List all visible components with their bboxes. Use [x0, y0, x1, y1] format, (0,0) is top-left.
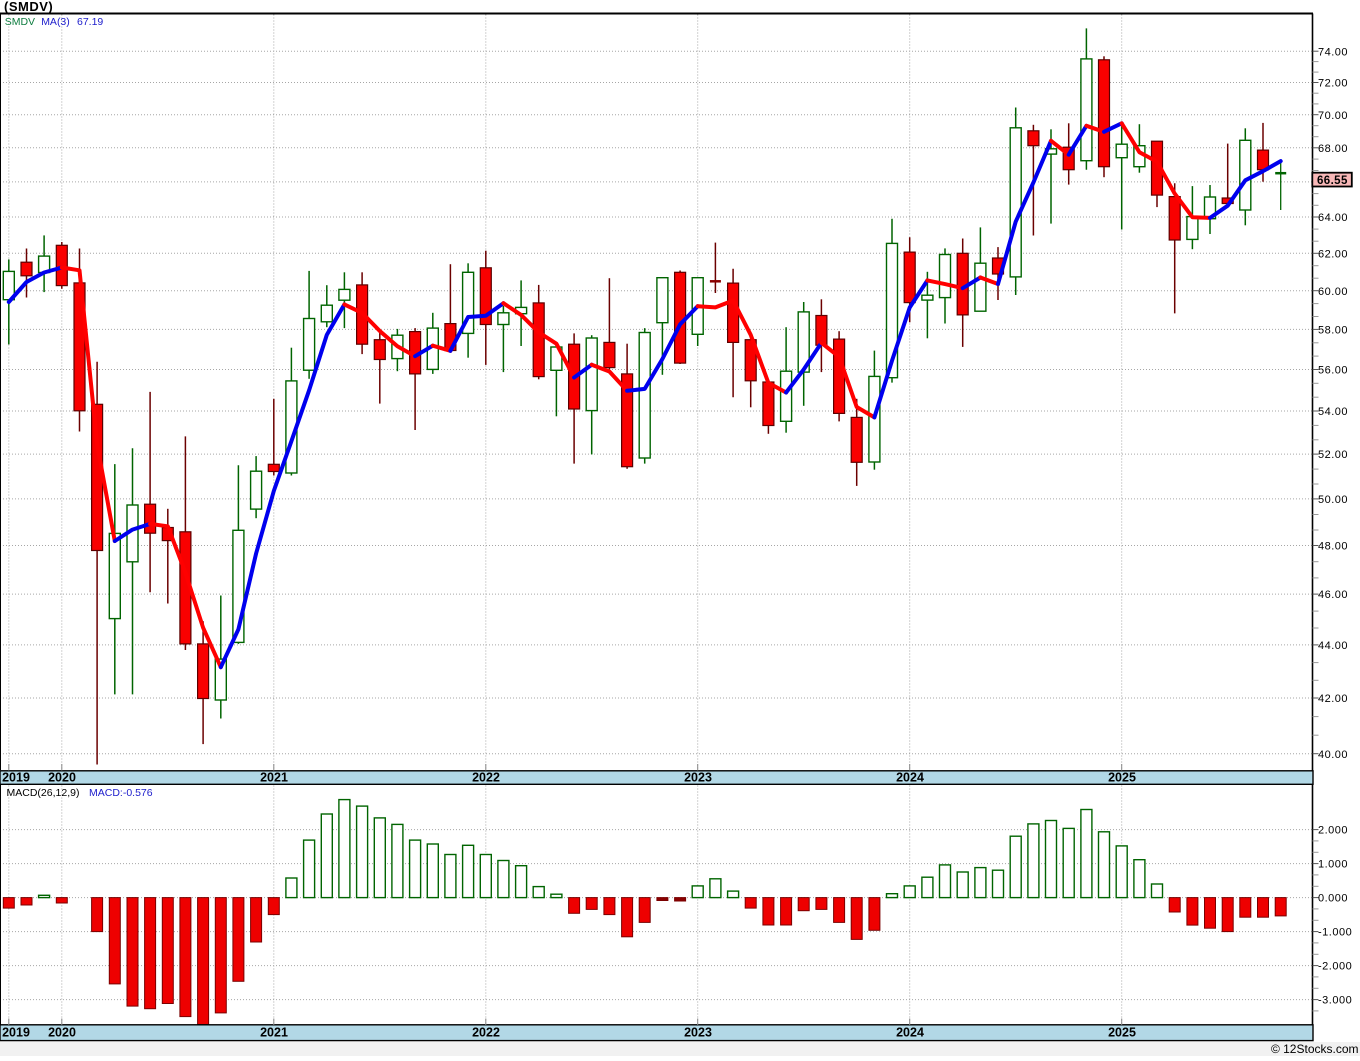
- svg-text:62.00: 62.00: [1318, 248, 1348, 260]
- svg-text:60.00: 60.00: [1318, 286, 1348, 298]
- svg-text:-1.000: -1.000: [1318, 927, 1352, 939]
- svg-text:2020: 2020: [48, 1025, 76, 1039]
- svg-text:(SMDV): (SMDV): [4, 0, 53, 14]
- svg-text:SMDV: SMDV: [5, 16, 35, 28]
- svg-text:74.00: 74.00: [1318, 46, 1348, 58]
- svg-text:2022: 2022: [472, 771, 500, 785]
- svg-text:2019: 2019: [2, 1025, 30, 1039]
- svg-text:40.00: 40.00: [1318, 749, 1348, 761]
- svg-text:42.00: 42.00: [1318, 693, 1348, 705]
- svg-text:MACD:-0.576: MACD:-0.576: [89, 787, 153, 799]
- svg-text:66.55: 66.55: [1317, 175, 1348, 187]
- svg-text:2023: 2023: [684, 771, 712, 785]
- svg-text:2.000: 2.000: [1318, 825, 1348, 837]
- svg-text:2025: 2025: [1108, 1025, 1136, 1039]
- svg-text:44.00: 44.00: [1318, 640, 1348, 652]
- svg-text:2020: 2020: [48, 771, 76, 785]
- svg-text:54.00: 54.00: [1318, 406, 1348, 418]
- svg-text:56.00: 56.00: [1318, 365, 1348, 377]
- svg-text:70.00: 70.00: [1318, 110, 1348, 122]
- svg-text:2023: 2023: [684, 1025, 712, 1039]
- svg-text:MACD(26,12,9): MACD(26,12,9): [7, 787, 80, 799]
- svg-text:-2.000: -2.000: [1318, 961, 1352, 973]
- svg-text:72.00: 72.00: [1318, 78, 1348, 90]
- svg-text:2021: 2021: [260, 1025, 288, 1039]
- svg-text:64.00: 64.00: [1318, 212, 1348, 224]
- svg-text:0.000: 0.000: [1318, 893, 1348, 905]
- svg-text:58.00: 58.00: [1318, 325, 1348, 337]
- svg-text:52.00: 52.00: [1318, 449, 1348, 461]
- svg-text:2021: 2021: [260, 771, 288, 785]
- svg-text:MA(3): MA(3): [41, 16, 70, 28]
- svg-text:50.00: 50.00: [1318, 494, 1348, 506]
- svg-text:2025: 2025: [1108, 771, 1136, 785]
- svg-text:67.19: 67.19: [77, 16, 103, 28]
- svg-text:-3.000: -3.000: [1318, 995, 1352, 1007]
- svg-text:48.00: 48.00: [1318, 541, 1348, 553]
- svg-text:2019: 2019: [2, 771, 30, 785]
- svg-text:2024: 2024: [896, 771, 924, 785]
- svg-text:46.00: 46.00: [1318, 589, 1348, 601]
- svg-text:© 12Stocks.com: © 12Stocks.com: [1271, 1042, 1359, 1056]
- svg-text:2022: 2022: [472, 1025, 500, 1039]
- svg-text:1.000: 1.000: [1318, 859, 1348, 871]
- svg-text:2024: 2024: [896, 1025, 924, 1039]
- svg-text:68.00: 68.00: [1318, 143, 1348, 155]
